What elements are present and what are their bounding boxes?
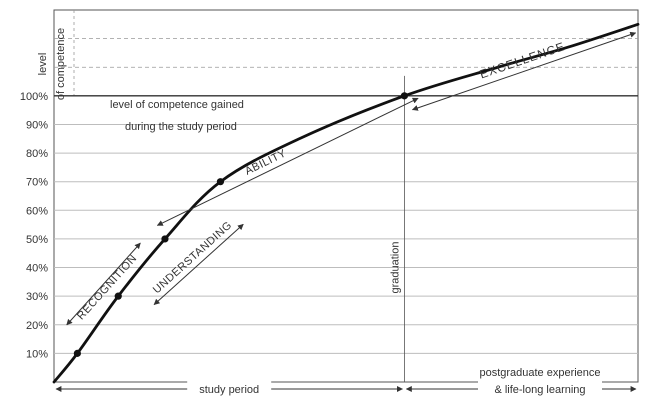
y-axis-label-line1: level	[37, 53, 49, 76]
y-tick-labels: 10% 20% 30% 40% 50% 60% 70% 80% 90% 100%	[20, 91, 48, 361]
y-tick-label: 100%	[20, 91, 48, 103]
y-tick-label: 10%	[26, 348, 48, 360]
reference-label-line1: level of competence gained	[110, 99, 244, 111]
graduation-label: graduation	[389, 242, 401, 294]
milestone-point	[400, 92, 408, 100]
reference-label-line2: during the study period	[125, 121, 237, 133]
milestone-point	[161, 235, 169, 243]
y-tick-label: 70%	[26, 177, 48, 189]
plot-frame	[53, 9, 639, 383]
study-period: study period	[55, 381, 403, 396]
y-tick-label: 40%	[26, 263, 48, 275]
y-axis-label-line2: of competence	[55, 28, 67, 100]
y-tick-label: 20%	[26, 320, 48, 332]
milestone-point	[73, 349, 81, 357]
y-tick-label: 30%	[26, 291, 48, 303]
postgraduate-label-line2: & life-long learning	[494, 384, 585, 396]
y-tick-label: 90%	[26, 119, 48, 131]
milestone-point	[216, 178, 225, 186]
milestone-point	[114, 292, 122, 300]
y-tick-label: 80%	[26, 148, 48, 160]
postgraduate-period: postgraduate experience & life-long lear…	[405, 367, 637, 396]
postgraduate-label-line1: postgraduate experience	[479, 367, 600, 379]
study-period-label: study period	[199, 384, 259, 396]
y-tick-label: 60%	[26, 205, 48, 217]
y-tick-label: 50%	[26, 234, 48, 246]
